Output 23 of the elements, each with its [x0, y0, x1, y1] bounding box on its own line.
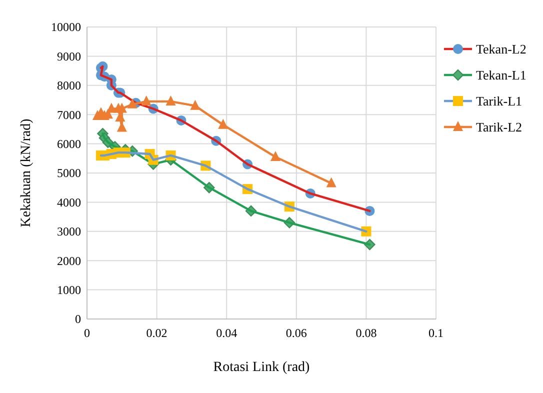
x-tick-label: 0.02	[146, 326, 168, 340]
x-tick-label: 0.04	[216, 326, 238, 340]
y-tick-label: 2000	[57, 254, 81, 268]
y-tick-label: 8000	[57, 78, 81, 93]
y-tick-label: 9000	[57, 49, 81, 64]
y-tick-label: 1000	[57, 283, 81, 297]
y-tick-label: 4000	[57, 195, 81, 210]
legend-label: Tarik-L2	[476, 120, 522, 135]
legend-label: Tekan-L1	[476, 68, 526, 83]
legend-label: Tarik-L1	[476, 94, 522, 109]
y-tick-label: 0	[75, 312, 81, 326]
y-tick-label: 6000	[57, 137, 81, 151]
x-tick-label: 0.08	[356, 326, 377, 340]
y-axis-title: Kekakuan (kN/rad)	[19, 118, 34, 228]
x-axis-title: Rotasi Link (rad)	[213, 360, 310, 375]
legend-label: Tekan-L2	[476, 42, 526, 57]
y-tick-label: 10000	[51, 20, 81, 34]
y-tick-label: 5000	[57, 166, 81, 180]
x-tick-label: 0.1	[428, 326, 444, 340]
x-tick-label: 0	[84, 326, 90, 340]
y-tick-label: 3000	[57, 224, 81, 239]
x-tick-label: 0.06	[286, 326, 307, 340]
y-tick-label: 7000	[57, 108, 81, 122]
